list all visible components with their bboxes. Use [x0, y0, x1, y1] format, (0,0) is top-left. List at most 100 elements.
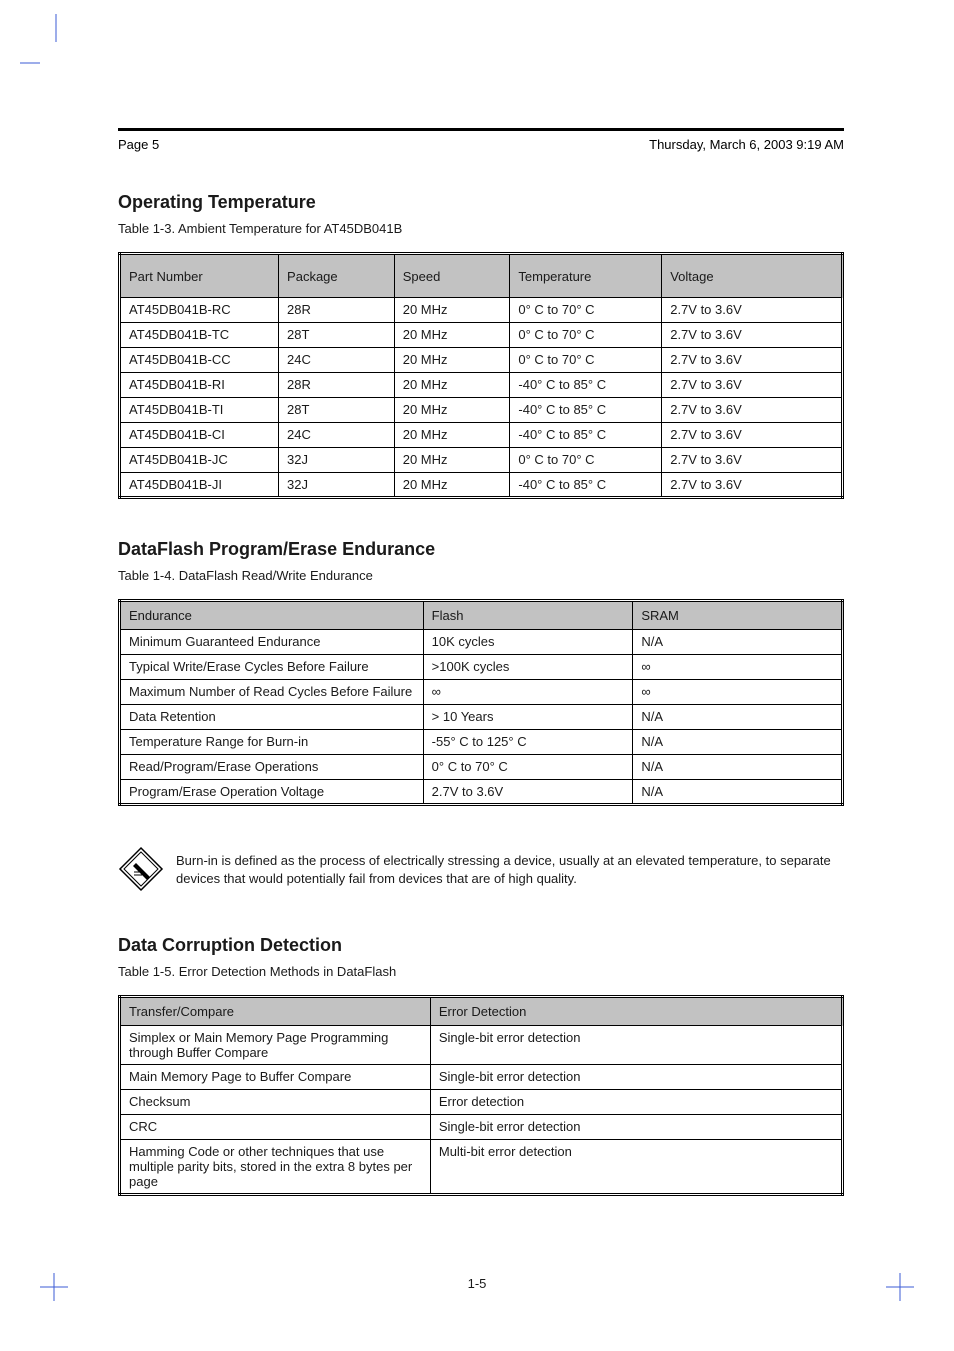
- table-row: Hamming Code or other techniques that us…: [120, 1140, 843, 1195]
- table-cell: Maximum Number of Read Cycles Before Fai…: [120, 680, 424, 705]
- section-subtitle-program: Table 1-4. DataFlash Read/Write Enduranc…: [118, 568, 844, 583]
- table-cell: N/A: [633, 780, 843, 805]
- table-cell: 20 MHz: [394, 348, 510, 373]
- page-header: Page 5 Thursday, March 6, 2003 9:19 AM: [118, 137, 844, 152]
- table-cell: 32J: [279, 448, 395, 473]
- table-row: Typical Write/Erase Cycles Before Failur…: [120, 655, 843, 680]
- page-body: Page 5 Thursday, March 6, 2003 9:19 AM O…: [0, 0, 954, 1196]
- section-subtitle-ambient: Table 1-3. Ambient Temperature for AT45D…: [118, 221, 844, 236]
- table-row: Read/Program/Erase Operations0° C to 70°…: [120, 755, 843, 780]
- table-cell: -40° C to 85° C: [510, 398, 662, 423]
- section-title-program: DataFlash Program/Erase Endurance: [118, 539, 844, 560]
- table-cell: 2.7V to 3.6V: [662, 448, 843, 473]
- section-title-ambient: Operating Temperature: [118, 192, 844, 213]
- table-row: Data Retention> 10 YearsN/A: [120, 705, 843, 730]
- table-cell: 32J: [279, 473, 395, 498]
- table-row: Main Memory Page to Buffer CompareSingle…: [120, 1065, 843, 1090]
- table-cell: Main Memory Page to Buffer Compare: [120, 1065, 431, 1090]
- table-detection: Transfer/CompareError DetectionSimplex o…: [118, 995, 844, 1196]
- table-row: CRCSingle-bit error detection: [120, 1115, 843, 1140]
- table-cell: AT45DB041B-TC: [120, 323, 279, 348]
- table-cell: 10K cycles: [423, 630, 633, 655]
- table-cell: AT45DB041B-RI: [120, 373, 279, 398]
- table-cell: 2.7V to 3.6V: [662, 398, 843, 423]
- table-cell: >100K cycles: [423, 655, 633, 680]
- table-cell: Single-bit error detection: [430, 1065, 842, 1090]
- table-row: AT45DB041B-TC28T20 MHz0° C to 70° C2.7V …: [120, 323, 843, 348]
- page-timestamp: Thursday, March 6, 2003 9:19 AM: [649, 137, 844, 152]
- table-header-cell: Transfer/Compare: [120, 997, 431, 1026]
- section-title-detection: Data Corruption Detection: [118, 935, 844, 956]
- table-cell: 2.7V to 3.6V: [662, 423, 843, 448]
- table-cell: 0° C to 70° C: [510, 448, 662, 473]
- table-cell: 0° C to 70° C: [510, 298, 662, 323]
- table-row: AT45DB041B-CC24C20 MHz0° C to 70° C2.7V …: [120, 348, 843, 373]
- table-cell: CRC: [120, 1115, 431, 1140]
- header-rule: [118, 128, 844, 131]
- table-cell: 2.7V to 3.6V: [662, 298, 843, 323]
- table-row: Temperature Range for Burn-in-55° C to 1…: [120, 730, 843, 755]
- table-cell: ∞: [633, 655, 843, 680]
- table-cell: -55° C to 125° C: [423, 730, 633, 755]
- table-cell: Simplex or Main Memory Page Programming …: [120, 1026, 431, 1065]
- table-cell: Temperature Range for Burn-in: [120, 730, 424, 755]
- table-row: AT45DB041B-RI28R20 MHz-40° C to 85° C2.7…: [120, 373, 843, 398]
- table-header-cell: Speed: [394, 254, 510, 298]
- table-cell: Single-bit error detection: [430, 1115, 842, 1140]
- table-row: ChecksumError detection: [120, 1090, 843, 1115]
- table-cell: 28T: [279, 323, 395, 348]
- table-header-cell: Package: [279, 254, 395, 298]
- table-cell: AT45DB041B-JC: [120, 448, 279, 473]
- table-header-cell: Voltage: [662, 254, 843, 298]
- crop-mark-top-left-horizontal: [20, 62, 40, 64]
- table-cell: Program/Erase Operation Voltage: [120, 780, 424, 805]
- table-cell: -40° C to 85° C: [510, 423, 662, 448]
- crop-mark-top-left-vertical: [55, 14, 57, 42]
- table-cell: N/A: [633, 755, 843, 780]
- table-cell: Error detection: [430, 1090, 842, 1115]
- table-header-cell: Endurance: [120, 601, 424, 630]
- table-cell: 24C: [279, 423, 395, 448]
- table-header-cell: Part Number: [120, 254, 279, 298]
- table-cell: 20 MHz: [394, 448, 510, 473]
- table-cell: 20 MHz: [394, 323, 510, 348]
- table-cell: AT45DB041B-JI: [120, 473, 279, 498]
- table-row: AT45DB041B-JI32J20 MHz-40° C to 85° C2.7…: [120, 473, 843, 498]
- table-cell: Multi-bit error detection: [430, 1140, 842, 1195]
- table-header-cell: Flash: [423, 601, 633, 630]
- table-cell: 28R: [279, 298, 395, 323]
- table-cell: 2.7V to 3.6V: [662, 348, 843, 373]
- table-cell: 20 MHz: [394, 473, 510, 498]
- table-cell: 20 MHz: [394, 373, 510, 398]
- table-header-cell: Temperature: [510, 254, 662, 298]
- note-icon: [118, 846, 164, 895]
- table-header-cell: SRAM: [633, 601, 843, 630]
- page-number: 1-5: [0, 1276, 954, 1291]
- table-program: EnduranceFlashSRAMMinimum Guaranteed End…: [118, 599, 844, 806]
- table-row: Maximum Number of Read Cycles Before Fai…: [120, 680, 843, 705]
- table-cell: 20 MHz: [394, 398, 510, 423]
- page-label: Page 5: [118, 137, 159, 152]
- table-cell: N/A: [633, 630, 843, 655]
- table-cell: Minimum Guaranteed Endurance: [120, 630, 424, 655]
- table-cell: AT45DB041B-RC: [120, 298, 279, 323]
- table-cell: AT45DB041B-TI: [120, 398, 279, 423]
- table-cell: 0° C to 70° C: [510, 348, 662, 373]
- table-cell: > 10 Years: [423, 705, 633, 730]
- table-cell: 0° C to 70° C: [423, 755, 633, 780]
- table-cell: N/A: [633, 705, 843, 730]
- table-row: AT45DB041B-CI24C20 MHz-40° C to 85° C2.7…: [120, 423, 843, 448]
- table-row: Minimum Guaranteed Endurance10K cyclesN/…: [120, 630, 843, 655]
- table-cell: Single-bit error detection: [430, 1026, 842, 1065]
- table-cell: ∞: [633, 680, 843, 705]
- table-cell: Read/Program/Erase Operations: [120, 755, 424, 780]
- table-cell: -40° C to 85° C: [510, 373, 662, 398]
- table-cell: Hamming Code or other techniques that us…: [120, 1140, 431, 1195]
- table-cell: 28T: [279, 398, 395, 423]
- table-row: AT45DB041B-RC28R20 MHz0° C to 70° C2.7V …: [120, 298, 843, 323]
- table-ambient: Part NumberPackageSpeedTemperatureVoltag…: [118, 252, 844, 499]
- table-row: Simplex or Main Memory Page Programming …: [120, 1026, 843, 1065]
- table-cell: 24C: [279, 348, 395, 373]
- table-cell: 2.7V to 3.6V: [662, 373, 843, 398]
- table-cell: 28R: [279, 373, 395, 398]
